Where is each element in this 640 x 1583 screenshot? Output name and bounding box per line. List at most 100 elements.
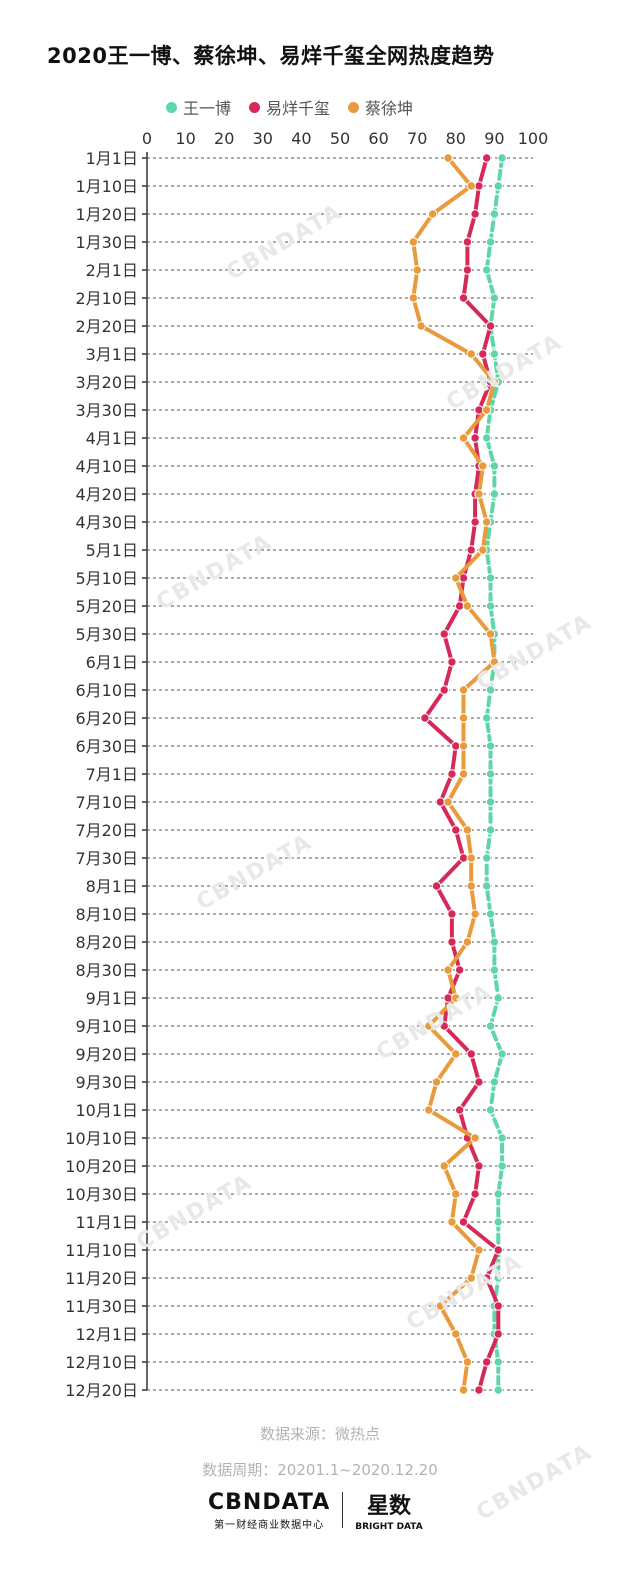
data-point-series-2 (462, 825, 473, 835)
data-point-series-2 (443, 965, 453, 975)
data-point-series-2 (416, 321, 426, 331)
data-point-series-1 (435, 797, 446, 807)
data-source: 数据来源：微热点 (259, 1425, 380, 1443)
y-tick-label: 6月1日 (86, 653, 138, 672)
y-tick-label: 3月30日 (75, 401, 138, 420)
y-tick-label: 3月20日 (75, 373, 138, 392)
data-point-series-1 (454, 601, 465, 611)
data-point-series-0 (493, 1189, 503, 1199)
data-point-series-2 (489, 657, 500, 667)
cbndata-logo-text: CBNDATA (208, 1489, 331, 1515)
data-point-series-2 (489, 377, 500, 387)
data-point-series-1 (474, 1077, 484, 1087)
y-tick-label: 5月30日 (75, 625, 138, 644)
data-point-series-0 (489, 489, 500, 499)
data-point-series-0 (493, 1217, 503, 1227)
data-point-series-2 (427, 209, 438, 219)
data-point-series-1 (458, 293, 469, 303)
data-point-series-2 (443, 797, 453, 807)
legend-label-wang: 王一博 (183, 99, 232, 118)
y-tick-label: 11月10日 (65, 1241, 138, 1260)
legend-item-yi: 易烊千玺 (249, 95, 330, 119)
y-tick-label: 4月1日 (86, 429, 138, 448)
data-point-series-1 (493, 1245, 503, 1255)
data-point-series-1 (462, 237, 473, 247)
watermark: CBNDATA (472, 1439, 597, 1526)
data-point-series-2 (443, 153, 453, 163)
x-tick-label: 100 (518, 129, 549, 148)
data-point-series-1 (478, 349, 488, 359)
x-tick-label: 20 (214, 129, 234, 148)
data-point-series-0 (485, 237, 496, 247)
y-tick-label: 9月20日 (75, 1045, 138, 1064)
x-tick-label: 30 (253, 129, 273, 148)
data-point-series-0 (485, 601, 496, 611)
x-tick-label: 40 (291, 129, 311, 148)
y-tick-label: 7月30日 (75, 849, 138, 868)
data-point-series-1 (451, 741, 461, 751)
data-point-series-0 (485, 825, 496, 835)
data-point-series-2 (451, 1049, 461, 1059)
data-point-series-2 (481, 517, 492, 527)
data-point-series-0 (497, 153, 507, 163)
legend-swatch-cai (348, 101, 360, 113)
data-point-series-2 (458, 685, 469, 695)
data-point-series-1 (474, 181, 484, 191)
data-point-series-2 (466, 1273, 476, 1283)
y-tick-label: 10月20日 (65, 1157, 138, 1176)
data-point-series-2 (447, 1217, 457, 1227)
data-point-series-1 (439, 1021, 449, 1031)
data-point-series-2 (462, 601, 473, 611)
data-point-series-1 (447, 657, 457, 667)
legend-item-cai: 蔡徐坤 (348, 95, 413, 119)
y-tick-label: 1月20日 (75, 205, 138, 224)
y-tick-label: 5月1日 (86, 541, 138, 560)
y-tick-label: 12月10日 (65, 1353, 138, 1372)
data-point-series-1 (493, 1329, 503, 1339)
data-point-series-2 (462, 1357, 473, 1367)
data-point-series-1 (493, 1301, 503, 1311)
x-tick-label: 90 (484, 129, 504, 148)
data-point-series-0 (489, 293, 500, 303)
y-tick-label: 8月20日 (75, 933, 138, 952)
data-point-series-2 (458, 741, 469, 751)
data-point-series-2 (458, 713, 469, 723)
y-tick-label: 9月30日 (75, 1073, 138, 1092)
y-tick-label: 7月10日 (75, 793, 138, 812)
data-point-series-2 (470, 1133, 480, 1143)
data-point-series-0 (489, 1077, 500, 1087)
data-point-series-0 (481, 433, 492, 443)
data-point-series-1 (474, 1385, 484, 1395)
y-tick-label: 8月10日 (75, 905, 138, 924)
data-point-series-2 (408, 293, 419, 303)
data-point-series-2 (466, 349, 476, 359)
data-point-series-0 (497, 1133, 507, 1143)
y-tick-label: 2月1日 (86, 261, 138, 280)
y-tick-label: 10月30日 (65, 1185, 138, 1204)
x-tick-label: 50 (330, 129, 350, 148)
data-point-series-2 (439, 1161, 449, 1171)
x-tick-label: 70 (407, 129, 427, 148)
data-point-series-2 (458, 1385, 469, 1395)
data-point-series-2 (458, 769, 469, 779)
data-point-series-1 (470, 209, 480, 219)
data-point-series-2 (466, 181, 476, 191)
legend-item-wang: 王一博 (166, 95, 231, 119)
data-point-series-1 (447, 937, 457, 947)
data-point-series-2 (435, 1301, 446, 1311)
data-point-series-0 (489, 965, 500, 975)
data-point-series-1 (458, 1217, 469, 1227)
data-point-series-2 (412, 265, 422, 275)
data-point-series-2 (451, 993, 461, 1003)
y-tick-label: 6月30日 (75, 737, 138, 756)
data-point-series-1 (485, 321, 496, 331)
legend-label-cai: 蔡徐坤 (365, 99, 414, 118)
legend-swatch-yi (249, 101, 261, 113)
data-point-series-1 (439, 685, 449, 695)
cbndata-logo-subtitle: 第一财经商业数据中心 (214, 1519, 325, 1531)
y-tick-label: 4月20日 (75, 485, 138, 504)
y-tick-label: 1月1日 (86, 149, 138, 168)
y-tick-label: 5月10日 (75, 569, 138, 588)
data-point-series-2 (478, 461, 488, 471)
data-point-series-2 (478, 545, 488, 555)
